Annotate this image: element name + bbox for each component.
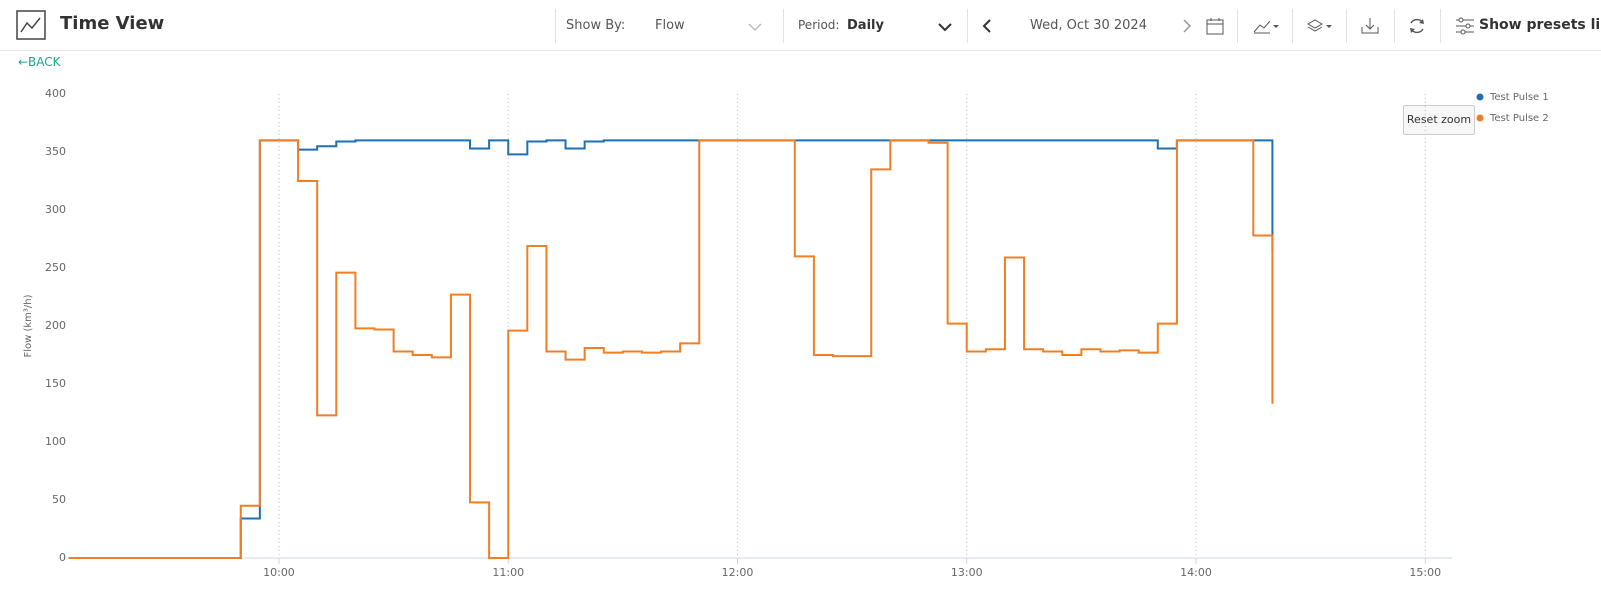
calendar-button[interactable] [1206, 17, 1224, 35]
date: Wed, Oct 30 2024 [1030, 18, 1147, 33]
y-tick-label: 200 [45, 319, 66, 332]
x-tick-label: 15:00 [1409, 566, 1441, 579]
y-tick-label: 0 [59, 551, 66, 564]
x-tick-label: 10:00 [263, 566, 295, 579]
y-tick-label: 300 [45, 203, 66, 216]
period-label: Period: [798, 18, 840, 32]
legend-label: Test Pulse 2 [1489, 113, 1549, 124]
y-tick-label: 250 [45, 261, 66, 274]
show-by-label: Show By: [566, 18, 626, 33]
legend-label: Test Pulse 1 [1489, 92, 1549, 103]
y-tick-label: 400 [45, 87, 66, 100]
y-tick-label: 100 [45, 435, 66, 448]
view-icon [16, 10, 46, 40]
x-tick-label: 11:00 [492, 566, 524, 579]
x-tick-label: 13:00 [951, 566, 983, 579]
dropdown-arrow[interactable] [748, 22, 762, 32]
back-link[interactable]: ←BACK [18, 55, 61, 69]
layers-button[interactable] [1307, 18, 1333, 34]
y-tick-label: 150 [45, 377, 66, 390]
next-button[interactable] [1182, 19, 1192, 33]
legend-marker [1476, 93, 1484, 101]
header: Time View Show By: Flow Period: Daily We… [0, 0, 1601, 51]
show-by-select[interactable]: Flow [655, 18, 685, 33]
title: Time View [60, 13, 165, 34]
legend-marker [1476, 114, 1484, 122]
chart: Flow (km³/h) 0 50 100 150 200 250 300 350 400 10:… [23, 87, 1549, 579]
period-select[interactable]: Daily [847, 18, 884, 33]
reset-zoom[interactable]: Reset zoom [1403, 105, 1475, 135]
y-axis-label: Flow (km³/h) [23, 294, 34, 357]
refresh-button[interactable] [1408, 17, 1426, 35]
y-tick-label: 50 [52, 493, 66, 506]
presets-button[interactable]: Show presets list [1479, 17, 1601, 33]
x-tick-label: 12:00 [722, 566, 754, 579]
series-line [68, 139, 1274, 559]
prev-button[interactable] [982, 19, 992, 33]
x-tick-label: 14:00 [1180, 566, 1212, 579]
download-button[interactable] [1361, 17, 1379, 35]
y-tick-label: 350 [45, 145, 66, 158]
dropdown-arrow[interactable] [938, 22, 952, 32]
chart-type-button[interactable] [1253, 18, 1279, 34]
presets-icon[interactable] [1455, 17, 1475, 35]
